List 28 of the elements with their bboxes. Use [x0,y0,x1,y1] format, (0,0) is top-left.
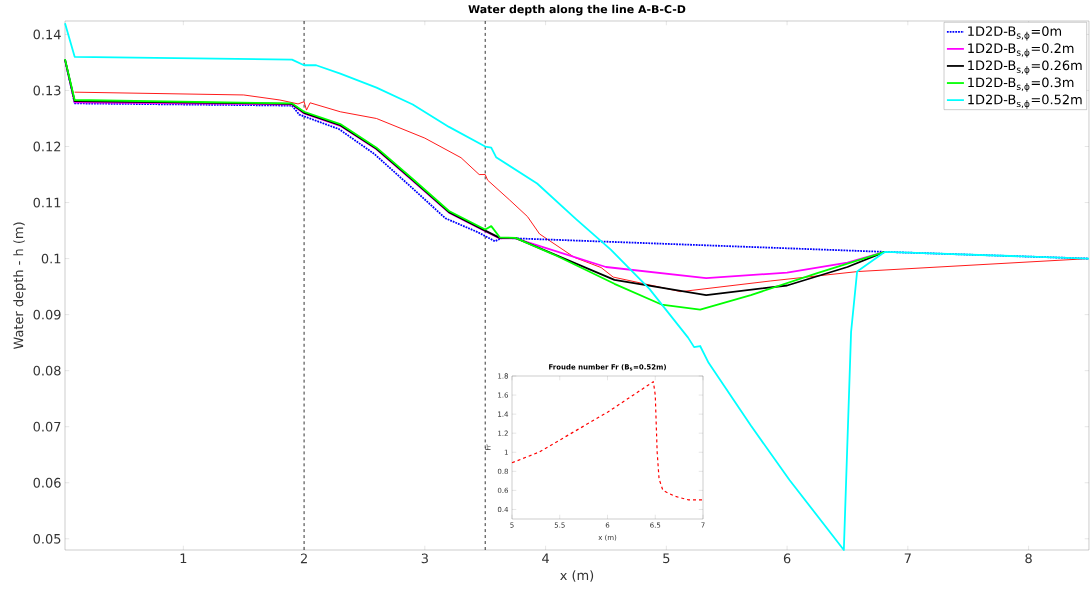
x-tick-label: 4 [542,553,549,563]
y-tick-label: 0.11 [33,197,61,208]
x-axis-title: x (m) [560,570,594,582]
y-tick-label: 0.12 [33,141,61,152]
x-tick-label: 7 [904,553,911,563]
x-tick-label: 5 [663,553,670,564]
legend-label: 1D2D-B$_{s,ϕ}$=0.52m [968,94,1082,109]
y-tick-label: 0.13 [33,85,61,96]
legend-label: 1D2D-B$_{s,ϕ}$=0.3m [968,77,1074,92]
y-axis-title: Water depth - h (m) [13,222,26,350]
y-tick-label: 0.05 [33,533,61,544]
x-tick-label: 1 [180,553,187,563]
legend-label: 1D2D-B$_{s,ϕ}$=0.2m [968,43,1074,58]
y-tick-label: 0.06 [33,477,61,488]
line-series [64,22,1090,551]
y-tick-label: 0.09 [33,309,61,320]
line-series [511,381,704,501]
x-tick-label: 2 [300,553,307,564]
legend-label: 1D2D-B$_{s,ϕ}$=0m [968,26,1062,41]
y-tick-label: 0.1 [41,253,61,264]
x-tick-label: 3 [421,553,428,564]
y-tick-label: 0.14 [33,29,61,40]
y-tick-label: 0.08 [33,365,61,376]
x-tick-label: 8 [1025,553,1032,564]
chart-title: Water depth along the line A-B-C-D [468,4,686,16]
y-tick-label: 0.07 [33,421,61,432]
x-tick-label: 6 [783,553,791,564]
legend-label: 1D2D-B$_{s,ϕ}$=0.26m [968,60,1082,75]
